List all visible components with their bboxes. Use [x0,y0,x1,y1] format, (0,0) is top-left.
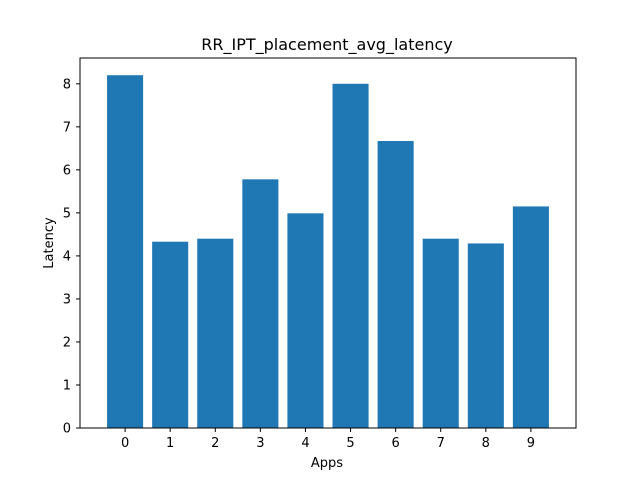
y-tick-label: 3 [63,292,71,307]
y-tick-label: 6 [63,163,71,178]
x-tick-label: 7 [437,436,445,451]
y-tick-label: 2 [63,335,71,350]
bar-app-1 [152,241,189,428]
bar-app-8 [467,243,504,428]
bar-app-2 [197,238,234,428]
y-tick-label: 0 [63,422,71,437]
x-tick-label: 3 [256,436,264,451]
y-tick-label: 7 [63,120,71,135]
bar-app-0 [107,75,144,429]
y-tick-label: 4 [63,249,71,264]
y-tick-label: 8 [63,77,71,92]
bar-app-3 [242,179,279,428]
plot-frame [79,57,577,429]
x-tick-label: 1 [166,436,174,451]
y-tick-label: 1 [63,378,71,393]
bar-app-7 [422,238,459,428]
y-axis-ticks: 0 1 2 3 4 5 6 7 8 [63,77,80,437]
x-tick-label: 4 [301,436,309,451]
x-axis-label: Apps [311,456,343,471]
x-tick-label: 8 [482,436,490,451]
x-tick-label: 5 [346,436,354,451]
y-axis-label: Latency [42,217,57,269]
x-tick-label: 6 [391,436,399,451]
x-tick-label: 0 [121,436,129,451]
bar-app-5 [332,83,369,428]
y-tick-label: 5 [63,206,71,221]
x-tick-label: 2 [211,436,219,451]
bar-app-6 [377,141,414,428]
x-axis-ticks: 0 1 2 3 4 5 6 7 8 9 [121,428,535,451]
bars-layer [107,75,549,429]
bar-app-9 [512,206,549,428]
x-tick-label: 9 [527,436,535,451]
chart-title: RR_IPT_placement_avg_latency [201,35,452,55]
bar-app-4 [287,213,324,428]
